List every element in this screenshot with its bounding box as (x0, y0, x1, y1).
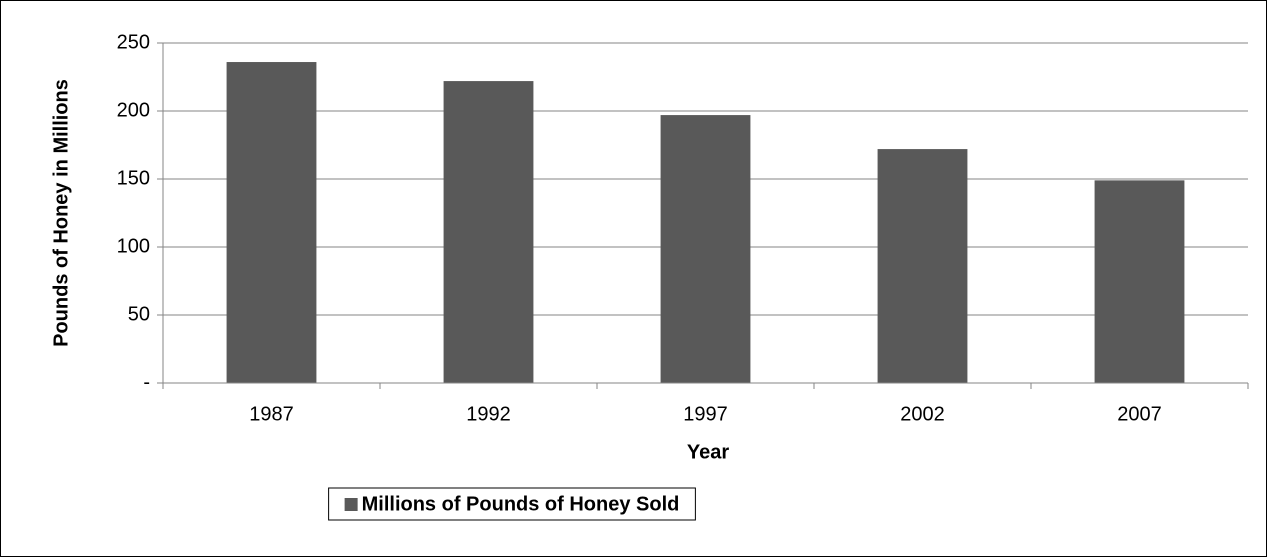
legend-label: Millions of Pounds of Honey Sold (362, 493, 680, 515)
bar (877, 149, 968, 383)
bar (226, 62, 317, 383)
y-axis-title: Pounds of Honey in Millions (50, 79, 72, 347)
x-tick-label: 1992 (466, 403, 511, 425)
legend-box (328, 487, 696, 521)
y-tick-label: - (143, 371, 150, 393)
legend-swatch (344, 498, 358, 511)
x-axis-title: Year (687, 441, 729, 463)
x-tick-label: 1997 (683, 403, 728, 425)
x-tick-label: 1987 (249, 403, 294, 425)
y-tick-label: 200 (117, 99, 150, 121)
y-tick-label: 50 (128, 303, 150, 325)
x-tick-label: 2002 (900, 403, 945, 425)
y-tick-label: 100 (117, 235, 150, 257)
bar (1094, 180, 1185, 383)
x-tick-label: 2007 (1117, 403, 1162, 425)
y-tick-label: 150 (117, 167, 150, 189)
legend: Millions of Pounds of Honey Sold (328, 487, 696, 521)
y-tick-label: 250 (117, 31, 150, 53)
bar (660, 115, 751, 383)
bar (443, 81, 534, 383)
